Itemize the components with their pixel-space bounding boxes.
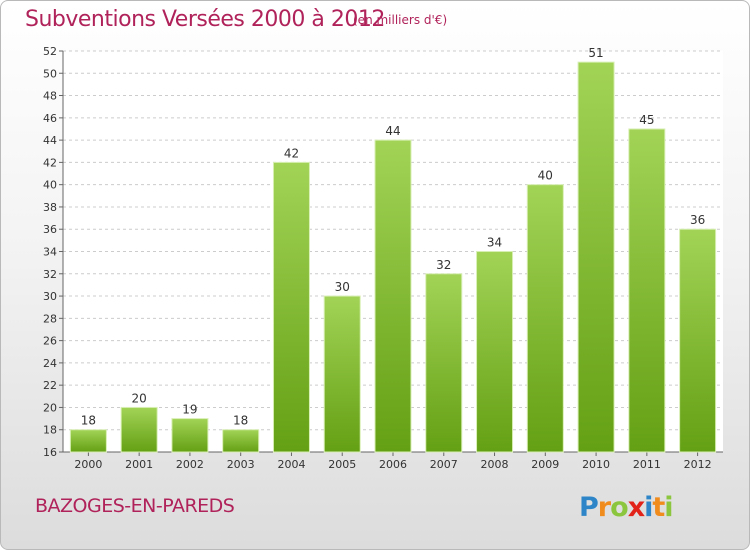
data-label-2001: 20	[132, 391, 147, 405]
chart-title: Subventions Versées 2000 à 2012	[25, 7, 385, 32]
data-label-2007: 32	[436, 258, 451, 272]
y-tick-label: 26	[43, 335, 57, 348]
x-tick-label-2006: 2006	[379, 458, 407, 471]
data-label-2006: 44	[385, 124, 400, 138]
bar-2006	[374, 139, 412, 453]
y-tick-label: 16	[43, 446, 57, 459]
data-label-2009: 40	[538, 169, 553, 183]
y-tick-label: 28	[43, 312, 57, 325]
y-tick-label: 50	[43, 67, 57, 80]
data-label-2010: 51	[588, 46, 603, 60]
x-tick-label-2009: 2009	[531, 458, 559, 471]
y-tick-label: 44	[43, 134, 57, 147]
x-tick-label-2003: 2003	[227, 458, 255, 471]
y-tick-label: 36	[43, 223, 57, 236]
bars	[69, 61, 717, 453]
x-tick-label-2012: 2012	[684, 458, 712, 471]
y-tick-label: 52	[43, 45, 57, 58]
x-tick-label-2008: 2008	[481, 458, 509, 471]
y-tick-label: 46	[43, 112, 57, 125]
x-tick-label-2002: 2002	[176, 458, 204, 471]
data-label-2008: 34	[487, 236, 502, 250]
x-tick-label-2007: 2007	[430, 458, 458, 471]
commune-name: BAZOGES-EN-PAREDS	[35, 495, 235, 517]
y-tick-label: 18	[43, 424, 57, 437]
tick-labels: 16 18 20 22 24 26 28 30 32 34 36 38 40 42 44 46 48 50 52 20…	[43, 45, 712, 471]
proxiti-logo: Proxiti	[579, 492, 674, 523]
y-tick-label: 30	[43, 290, 57, 303]
x-tick-label-2004: 2004	[277, 458, 305, 471]
data-label-2004: 42	[284, 146, 299, 160]
chart-subtitle: (en milliers d'€)	[353, 13, 448, 27]
x-tick-label-2010: 2010	[582, 458, 610, 471]
data-label-2002: 19	[182, 403, 197, 417]
data-label-2000: 18	[81, 414, 96, 428]
y-tick-label: 40	[43, 179, 57, 192]
bar-2010	[577, 61, 615, 453]
data-label-2005: 30	[335, 280, 350, 294]
y-tick-label: 34	[43, 246, 57, 259]
data-label-2012: 36	[690, 213, 705, 227]
y-tick-label: 42	[43, 156, 57, 169]
bar-2000	[69, 429, 107, 453]
bar-2007	[425, 273, 463, 453]
x-tick-label-2005: 2005	[328, 458, 356, 471]
bar-2002	[171, 418, 209, 453]
data-labels: 18 20 19 18 42 30 44 32 34 40 51 45 36	[81, 46, 706, 428]
x-tick-label-2000: 2000	[74, 458, 102, 471]
data-label-2011: 45	[639, 113, 654, 127]
bar-2005	[323, 295, 361, 453]
bar-2008	[476, 251, 514, 453]
svg-text:Proxiti: Proxiti	[579, 492, 673, 523]
bar-2004	[272, 161, 310, 453]
bar-2012	[679, 228, 717, 453]
y-tick-label: 24	[43, 357, 57, 370]
bar-2011	[628, 128, 666, 453]
y-tick-label: 48	[43, 90, 57, 103]
y-tick-label: 38	[43, 201, 57, 214]
bar-2003	[222, 429, 260, 453]
y-tick-label: 32	[43, 268, 57, 281]
x-tick-label-2011: 2011	[633, 458, 661, 471]
y-tick-label: 22	[43, 379, 57, 392]
bar-2001	[120, 406, 158, 453]
y-tick-label: 20	[43, 401, 57, 414]
x-tick-label-2001: 2001	[125, 458, 153, 471]
data-label-2003: 18	[233, 414, 248, 428]
bar-2009	[526, 184, 564, 453]
